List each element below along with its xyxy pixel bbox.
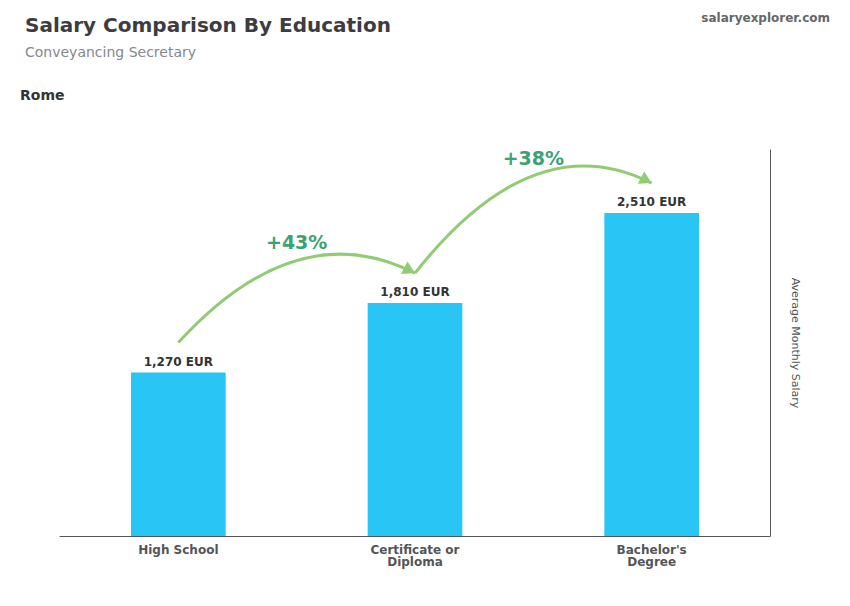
svg-text:Average Monthly Salary: Average Monthly Salary: [789, 278, 802, 409]
svg-text:Salary Comparison By Education: Salary Comparison By Education: [25, 13, 391, 37]
svg-text:salaryexplorer.com: salaryexplorer.com: [701, 11, 830, 25]
svg-text:Rome: Rome: [20, 87, 64, 103]
svg-text:+38%: +38%: [503, 147, 564, 169]
svg-text:1,270 EUR: 1,270 EUR: [144, 355, 213, 369]
svg-text:Bachelor's: Bachelor's: [616, 543, 687, 557]
svg-text:High School: High School: [138, 543, 218, 557]
svg-text:Conveyancing Secretary: Conveyancing Secretary: [25, 44, 196, 60]
svg-text:+43%: +43%: [266, 231, 327, 253]
svg-text:1,810 EUR: 1,810 EUR: [380, 285, 449, 299]
svg-text:Certificate or: Certificate or: [370, 543, 460, 557]
svg-text:Degree: Degree: [627, 555, 676, 569]
svg-text:2,510 EUR: 2,510 EUR: [617, 195, 686, 209]
svg-text:Diploma: Diploma: [387, 555, 443, 569]
